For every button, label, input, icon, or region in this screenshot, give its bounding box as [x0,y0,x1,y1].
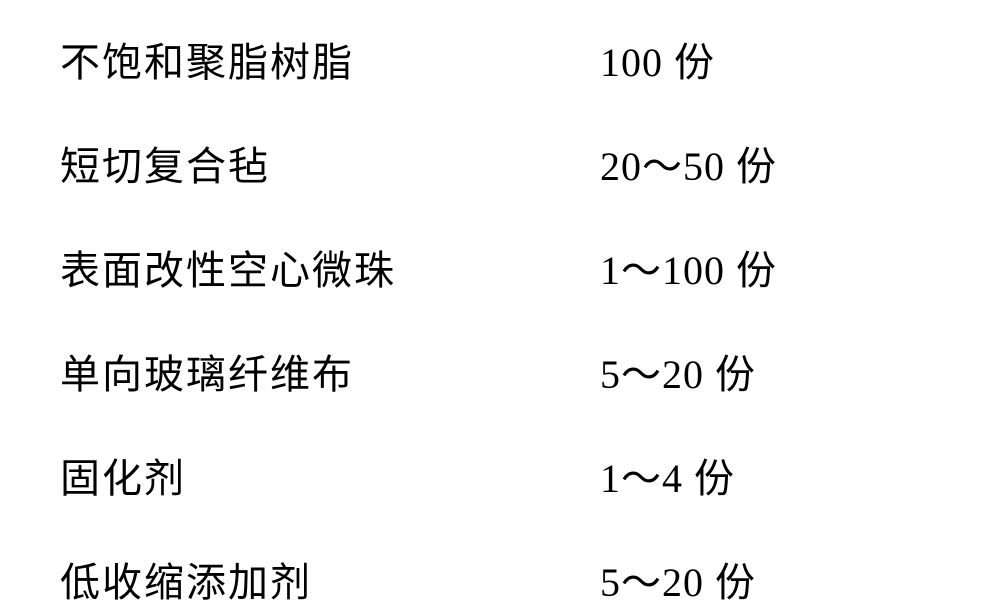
ingredient-value: 5～20 份 [600,550,756,608]
list-item: 固化剂 1～4 份 [60,446,940,504]
ingredient-value: 5～20 份 [600,342,756,400]
ingredient-value: 100 份 [600,30,715,88]
ingredient-value: 20～50 份 [600,134,777,192]
list-item: 不饱和聚脂树脂 100 份 [60,30,940,88]
ingredient-value: 1～100 份 [600,238,777,296]
ingredient-list: 不饱和聚脂树脂 100 份 短切复合毡 20～50 份 表面改性空心微珠 1～1… [60,30,940,608]
ingredient-label: 固化剂 [60,446,600,504]
list-item: 低收缩添加剂 5～20 份 [60,550,940,608]
list-item: 表面改性空心微珠 1～100 份 [60,238,940,296]
ingredient-label: 低收缩添加剂 [60,550,600,608]
list-item: 短切复合毡 20～50 份 [60,134,940,192]
ingredient-label: 不饱和聚脂树脂 [60,30,600,88]
ingredient-label: 单向玻璃纤维布 [60,342,600,400]
ingredient-value: 1～4 份 [600,446,735,504]
ingredient-label: 短切复合毡 [60,134,600,192]
list-item: 单向玻璃纤维布 5～20 份 [60,342,940,400]
ingredient-label: 表面改性空心微珠 [60,238,600,296]
